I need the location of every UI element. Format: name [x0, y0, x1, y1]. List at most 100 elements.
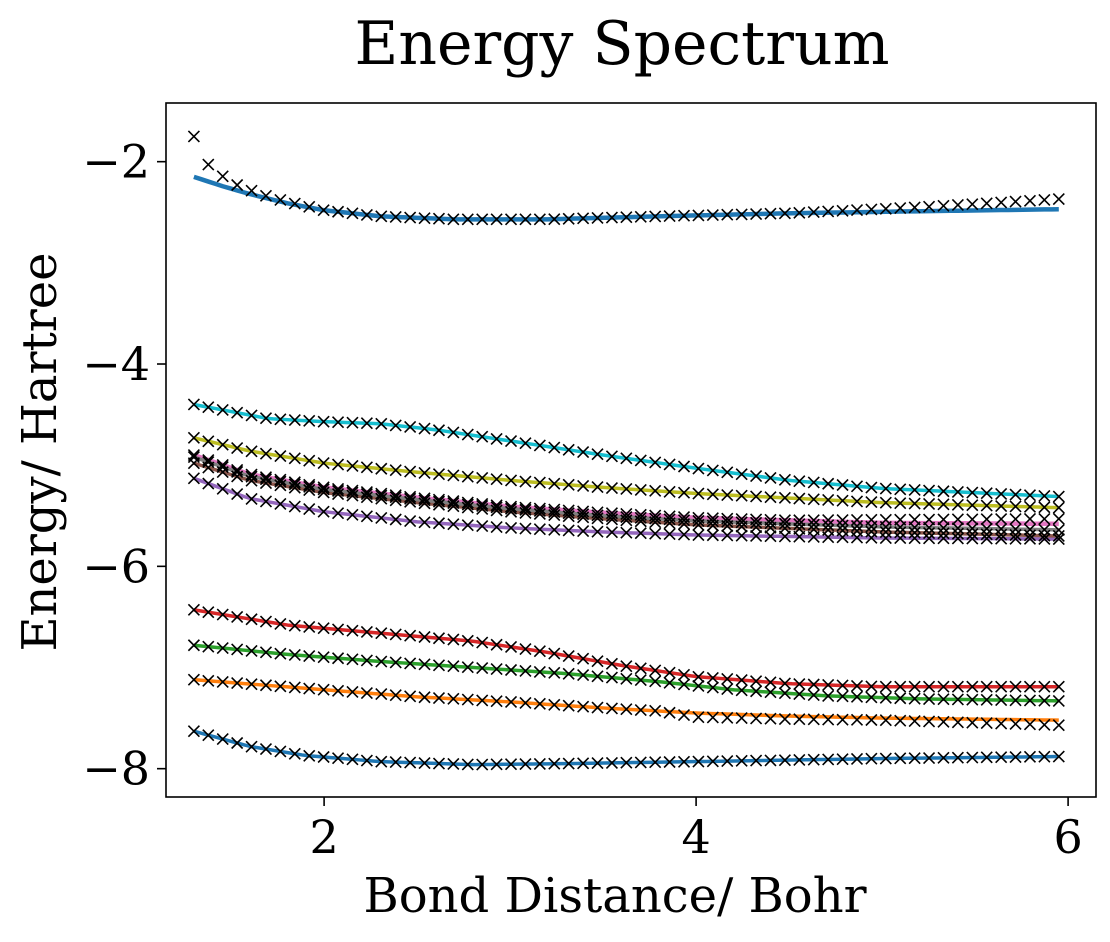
data-point-marker [577, 508, 590, 521]
data-point-marker [764, 712, 777, 725]
data-point-marker [461, 661, 474, 674]
data-point-marker [663, 666, 676, 679]
data-point-marker [577, 479, 590, 492]
data-point-marker [894, 532, 907, 545]
data-point-marker [980, 487, 993, 500]
data-point-marker [231, 736, 244, 750]
data-point-marker [548, 477, 561, 490]
data-point-marker [721, 683, 734, 696]
data-point-marker [187, 130, 200, 143]
data-point-marker [605, 513, 619, 526]
data-point-marker [850, 524, 864, 538]
data-point-marker [288, 681, 301, 694]
data-point-marker [519, 664, 532, 678]
data-point-marker [245, 492, 258, 505]
data-point-marker [548, 523, 561, 536]
data-point-marker [850, 690, 864, 703]
data-point-marker [735, 516, 748, 529]
data-point-marker [764, 513, 777, 526]
series-markers-2 [187, 639, 1065, 707]
data-point-marker [577, 669, 590, 682]
data-point-marker [591, 211, 604, 225]
data-point-marker [663, 755, 676, 769]
data-point-marker [432, 493, 446, 506]
data-point-marker [692, 711, 705, 724]
data-point-marker [879, 691, 892, 704]
data-point-marker [677, 678, 691, 691]
data-point-marker [476, 520, 489, 533]
data-point-marker [216, 460, 229, 474]
data-point-marker [1009, 717, 1022, 730]
data-point-marker [245, 613, 258, 626]
data-point-marker [562, 478, 575, 491]
data-point-marker [490, 504, 503, 517]
data-point-marker [706, 515, 719, 528]
series-line-3 [193, 608, 1059, 689]
data-point-marker [750, 712, 763, 725]
data-point-marker [216, 733, 229, 746]
data-point-marker [634, 662, 647, 675]
data-point-marker [331, 205, 345, 218]
data-point-marker [951, 498, 964, 511]
data-point-marker [476, 471, 489, 484]
series-line-9 [193, 402, 1059, 499]
data-point-marker [908, 526, 921, 539]
data-point-marker [447, 633, 460, 646]
data-point-marker [187, 639, 200, 652]
data-point-marker [894, 202, 907, 215]
data-point-marker [317, 750, 330, 764]
data-point-marker [447, 497, 460, 510]
data-point-marker [259, 476, 273, 490]
data-point-marker [259, 615, 273, 628]
chart-title: Energy Spectrum [355, 9, 890, 79]
data-point-marker [980, 522, 993, 535]
data-point-marker [562, 524, 575, 537]
data-point-marker [634, 703, 647, 717]
data-point-marker [677, 209, 691, 222]
data-point-marker [317, 505, 330, 518]
data-point-marker [432, 495, 446, 508]
data-point-marker [447, 426, 460, 439]
data-point-marker [303, 200, 316, 213]
data-point-marker [836, 753, 849, 766]
data-point-marker [360, 461, 373, 474]
data-point-marker [375, 655, 388, 668]
data-point-marker [259, 412, 273, 425]
data-point-marker [894, 497, 907, 510]
data-point-marker [476, 636, 489, 649]
series-line-0 [193, 729, 1059, 767]
data-point-marker [793, 514, 806, 527]
data-point-marker [778, 514, 791, 527]
data-point-marker [202, 606, 215, 619]
data-point-marker [216, 675, 229, 688]
data-point-marker [966, 499, 979, 512]
data-point-marker [706, 671, 719, 684]
data-point-marker [850, 480, 864, 493]
data-point-marker [894, 521, 907, 534]
data-point-marker [1052, 719, 1065, 732]
data-point-marker [418, 492, 431, 505]
data-point-marker [461, 501, 474, 514]
data-point-marker [418, 691, 431, 704]
data-point-marker [245, 470, 258, 483]
series-markers-10 [187, 130, 1065, 226]
data-point-marker [750, 754, 763, 767]
data-point-marker [677, 668, 691, 681]
data-point-marker [346, 508, 359, 521]
data-point-marker [649, 512, 662, 525]
data-point-marker [504, 213, 518, 226]
data-point-marker [836, 519, 849, 532]
data-point-marker [721, 711, 734, 724]
data-point-marker [303, 480, 316, 493]
data-point-marker [504, 434, 518, 448]
data-point-marker [490, 501, 503, 514]
data-point-marker [735, 468, 748, 481]
data-point-marker [504, 521, 518, 535]
data-point-marker [807, 523, 820, 536]
data-point-marker [980, 528, 993, 541]
data-point-marker [389, 656, 402, 669]
data-point-marker [533, 213, 546, 226]
data-point-marker [360, 510, 373, 523]
data-point-marker [605, 526, 619, 539]
